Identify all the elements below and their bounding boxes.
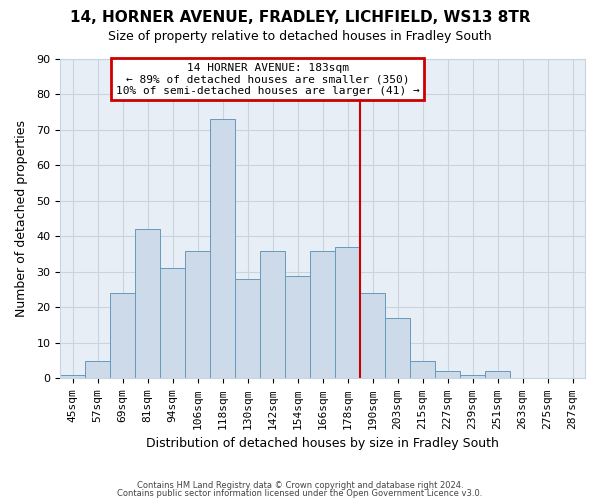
Bar: [185, 250, 210, 378]
Bar: [235, 279, 260, 378]
Bar: [210, 120, 235, 378]
Y-axis label: Number of detached properties: Number of detached properties: [15, 120, 28, 317]
Bar: [60, 375, 85, 378]
Bar: [435, 372, 460, 378]
Bar: [460, 375, 485, 378]
Bar: [360, 294, 385, 378]
Bar: [160, 268, 185, 378]
X-axis label: Distribution of detached houses by size in Fradley South: Distribution of detached houses by size …: [146, 437, 499, 450]
Bar: [485, 372, 510, 378]
Text: 14, HORNER AVENUE, FRADLEY, LICHFIELD, WS13 8TR: 14, HORNER AVENUE, FRADLEY, LICHFIELD, W…: [70, 10, 530, 25]
Bar: [410, 360, 435, 378]
Bar: [335, 247, 360, 378]
Bar: [385, 318, 410, 378]
Bar: [310, 250, 335, 378]
Text: Size of property relative to detached houses in Fradley South: Size of property relative to detached ho…: [108, 30, 492, 43]
Text: Contains HM Land Registry data © Crown copyright and database right 2024.: Contains HM Land Registry data © Crown c…: [137, 481, 463, 490]
Bar: [260, 250, 285, 378]
Bar: [110, 294, 135, 378]
Bar: [85, 360, 110, 378]
Text: Contains public sector information licensed under the Open Government Licence v3: Contains public sector information licen…: [118, 488, 482, 498]
Bar: [285, 276, 310, 378]
Bar: [135, 230, 160, 378]
Text: 14 HORNER AVENUE: 183sqm
← 89% of detached houses are smaller (350)
10% of semi-: 14 HORNER AVENUE: 183sqm ← 89% of detach…: [116, 62, 419, 96]
